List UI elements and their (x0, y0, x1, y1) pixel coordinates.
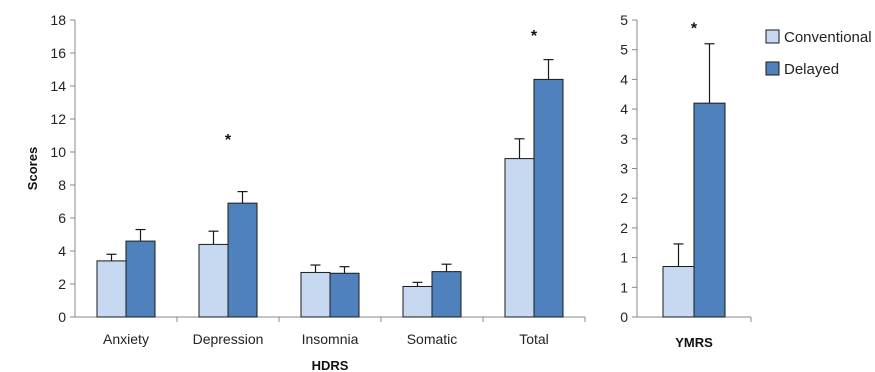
hdrs-chart: 0 2 4 6 8 10 12 14 16 18 Scores Anxiety Depression In… (25, 12, 586, 372)
bar-delayed (329, 272, 360, 318)
bar-conventional (402, 285, 433, 318)
bar-delayed (533, 78, 564, 318)
x-category-label: Total (519, 331, 549, 347)
y-axis-title: Scores (25, 147, 40, 190)
y-tick-label: 0 (620, 309, 628, 325)
y-tick-label: 6 (58, 210, 66, 226)
bar-delayed (125, 240, 156, 318)
x-category-label: Anxiety (103, 331, 149, 347)
bar-conventional (198, 243, 229, 318)
bar-delayed (227, 202, 258, 318)
bar-delayed (693, 102, 726, 318)
significance-star: * (691, 21, 698, 38)
bar-conventional (96, 260, 127, 318)
y-tick-label: 8 (58, 177, 66, 193)
ymrs-chart: 0 1 1 2 2 3 3 4 4 5 5 * YMRS (620, 12, 752, 350)
legend-swatch (765, 61, 780, 76)
y-tick-label: 18 (50, 12, 66, 28)
legend-label: Conventional (784, 29, 872, 46)
y-tick-label: 5 (620, 42, 628, 58)
y-tick-label: 12 (50, 111, 66, 127)
x-category-label: Depression (193, 331, 264, 347)
legend-swatch (765, 29, 780, 44)
y-tick-label: 3 (620, 131, 628, 147)
bar-delayed (431, 271, 462, 318)
y-tick-label: 1 (620, 279, 628, 295)
x-category-label: Insomnia (302, 331, 359, 347)
x-axis-title: HDRS (312, 358, 349, 372)
y-tick-label: 14 (50, 78, 66, 94)
y-tick-label: 2 (620, 190, 628, 206)
significance-star: * (225, 132, 232, 149)
y-tick-label: 2 (58, 276, 66, 292)
x-axis-title: YMRS (675, 335, 713, 350)
significance-star: * (531, 28, 538, 45)
y-tick-label: 4 (620, 71, 628, 87)
x-category-label: Somatic (407, 331, 458, 347)
y-tick-label: 4 (58, 243, 66, 259)
y-tick-label: 5 (620, 12, 628, 28)
y-tick-label: 16 (50, 45, 66, 61)
legend-label: Delayed (784, 61, 839, 78)
y-tick-label: 3 (620, 161, 628, 177)
y-tick-label: 1 (620, 250, 628, 266)
bar-conventional (662, 266, 695, 318)
y-tick-label: 10 (50, 144, 66, 160)
bar-conventional (504, 158, 535, 318)
y-tick-label: 0 (58, 309, 66, 325)
legend: Conventional Delayed (765, 29, 872, 78)
bar-conventional (300, 271, 331, 318)
y-tick-label: 2 (620, 220, 628, 236)
y-tick-label: 4 (620, 101, 628, 117)
